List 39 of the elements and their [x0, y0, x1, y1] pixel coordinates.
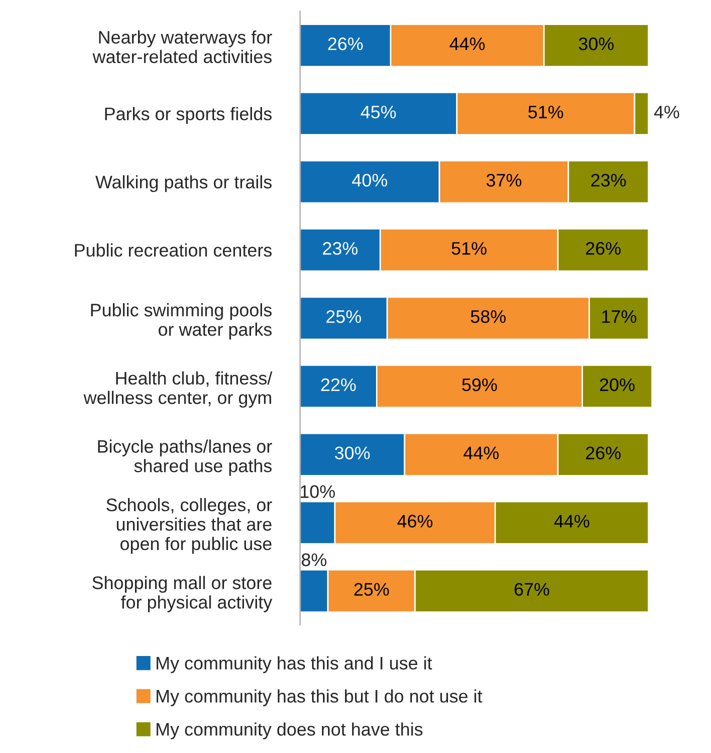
data-label: 10%	[300, 485, 335, 498]
data-label: 22%	[321, 378, 356, 392]
data-label: 26%	[586, 242, 621, 255]
legend-label: My community has this but I do not use it	[156, 689, 482, 706]
data-label: 20%	[600, 378, 635, 392]
data-label: 51%	[528, 106, 564, 118]
y-tick-label: Health club, fitness/ wellness center, or gym	[84, 371, 272, 408]
data-label: 23%	[322, 242, 358, 255]
data-label: 25%	[326, 310, 362, 323]
data-label: 40%	[352, 174, 388, 187]
data-label: 26%	[586, 446, 621, 460]
y-tick-label: Nearby waterways for water-related activities	[92, 30, 272, 64]
data-label: 45%	[360, 106, 396, 118]
data-label: 26%	[328, 37, 363, 50]
y-tick-label: Bicycle paths/lanes or shared use paths	[98, 440, 272, 476]
legend-label: My community has this and I use it	[156, 656, 432, 674]
data-label: 59%	[462, 378, 497, 392]
data-label: 30%	[334, 446, 370, 460]
y-tick-label: Shopping mall or store for physical activity	[92, 576, 272, 612]
y-tick-label: Public recreation centers	[75, 243, 272, 257]
data-label: 30%	[578, 37, 614, 50]
data-label: 44%	[554, 514, 590, 528]
y-tick-label: Schools, colleges, or universities that are open for public use	[106, 498, 272, 554]
y-tick-label: Parks or sports fields	[105, 107, 272, 124]
data-label: 17%	[602, 310, 636, 323]
legend-label: My community does not have this	[156, 722, 422, 740]
data-label: 44%	[464, 446, 499, 460]
data-label: 37%	[486, 174, 522, 187]
data-label: 25%	[354, 582, 389, 596]
data-label: 51%	[452, 242, 486, 255]
y-tick-label: Walking paths or trails	[95, 175, 272, 192]
y-tick-label: Public swimming pools or water parks	[91, 303, 272, 340]
data-label: 23%	[591, 174, 626, 187]
data-label: 67%	[514, 582, 550, 596]
data-label: 46%	[397, 514, 432, 528]
data-label: 44%	[450, 38, 485, 50]
data-label: 58%	[470, 310, 506, 323]
data-label: 8%	[302, 553, 326, 566]
data-label: 4%	[654, 106, 680, 118]
